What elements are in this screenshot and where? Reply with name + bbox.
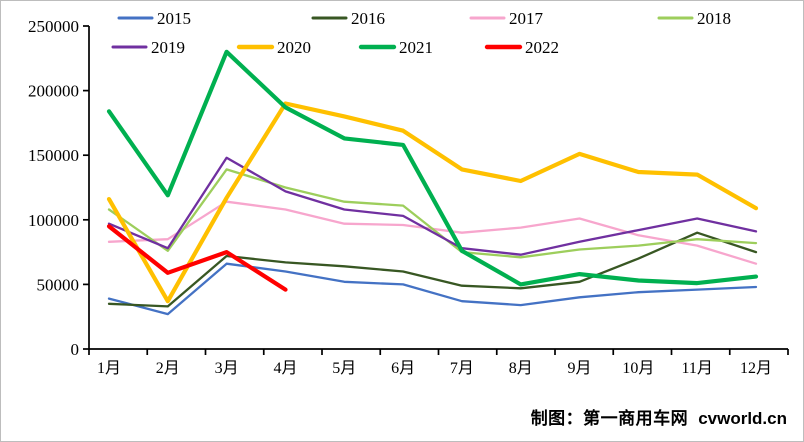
x-tick-label: 12月 <box>740 360 772 377</box>
legend: 2015 2016 2017 2018 2019 2020 2021 2022 <box>111 9 731 57</box>
x-tick-label: 6月 <box>391 360 415 377</box>
x-tick-label: 11月 <box>681 360 712 377</box>
series-line-2020 <box>106 101 759 304</box>
y-tick-label: 200000 <box>28 82 79 101</box>
legend-item-2021: 2021 <box>358 38 433 57</box>
y-tick-label: 150000 <box>28 146 79 165</box>
x-tick-label: 2月 <box>156 360 180 377</box>
legend-label-2022: 2022 <box>525 38 559 57</box>
legend-item-2016: 2016 <box>311 9 385 28</box>
y-tick-label: 50000 <box>37 275 80 294</box>
legend-item-2022: 2022 <box>484 38 559 57</box>
y-axis: 0 50000 100000 150000 200000 250000 <box>28 17 89 359</box>
x-tick-label: 8月 <box>509 360 533 377</box>
series-lines <box>106 49 759 316</box>
x-tick-label: 4月 <box>273 360 297 377</box>
legend-item-2017: 2017 <box>469 9 544 28</box>
x-axis: 1月 2月 3月 4月 5月 6月 7月 8月 9月 10月 11月 12月 <box>88 349 789 377</box>
legend-label-2015: 2015 <box>157 9 191 28</box>
legend-label-2018: 2018 <box>697 9 731 28</box>
legend-label-2017: 2017 <box>509 9 544 28</box>
axes <box>88 26 788 350</box>
legend-item-2020: 2020 <box>236 38 311 57</box>
series-line-2015 <box>107 262 758 316</box>
legend-item-2018: 2018 <box>657 9 731 28</box>
legend-label-2020: 2020 <box>277 38 311 57</box>
legend-item-2015: 2015 <box>117 9 191 28</box>
credit-text: 制图：第一商用车网 <box>530 409 689 428</box>
y-tick-label: 100000 <box>28 211 79 230</box>
series-line-2021 <box>106 49 759 287</box>
x-tick-label: 5月 <box>332 360 356 377</box>
x-tick-label: 10月 <box>622 360 654 377</box>
y-tick-label: 250000 <box>28 17 79 36</box>
chart-credit: 制图：第一商用车网 cvworld.cn <box>531 404 787 429</box>
x-tick-label: 1月 <box>97 360 121 377</box>
legend-label-2016: 2016 <box>351 9 385 28</box>
y-tick-label: 0 <box>71 340 80 359</box>
x-tick-label: 9月 <box>568 360 592 377</box>
x-tick-label: 3月 <box>215 360 239 377</box>
series-line-2022 <box>106 224 288 292</box>
legend-item-2019: 2019 <box>111 38 185 57</box>
credit-site: cvworld.cn <box>698 409 787 428</box>
legend-label-2021: 2021 <box>399 38 433 57</box>
series-line-2018 <box>107 168 758 259</box>
series-line-2016 <box>107 231 758 308</box>
series-line-2019 <box>107 156 758 256</box>
legend-label-2019: 2019 <box>151 38 185 57</box>
x-tick-label: 7月 <box>450 360 474 377</box>
